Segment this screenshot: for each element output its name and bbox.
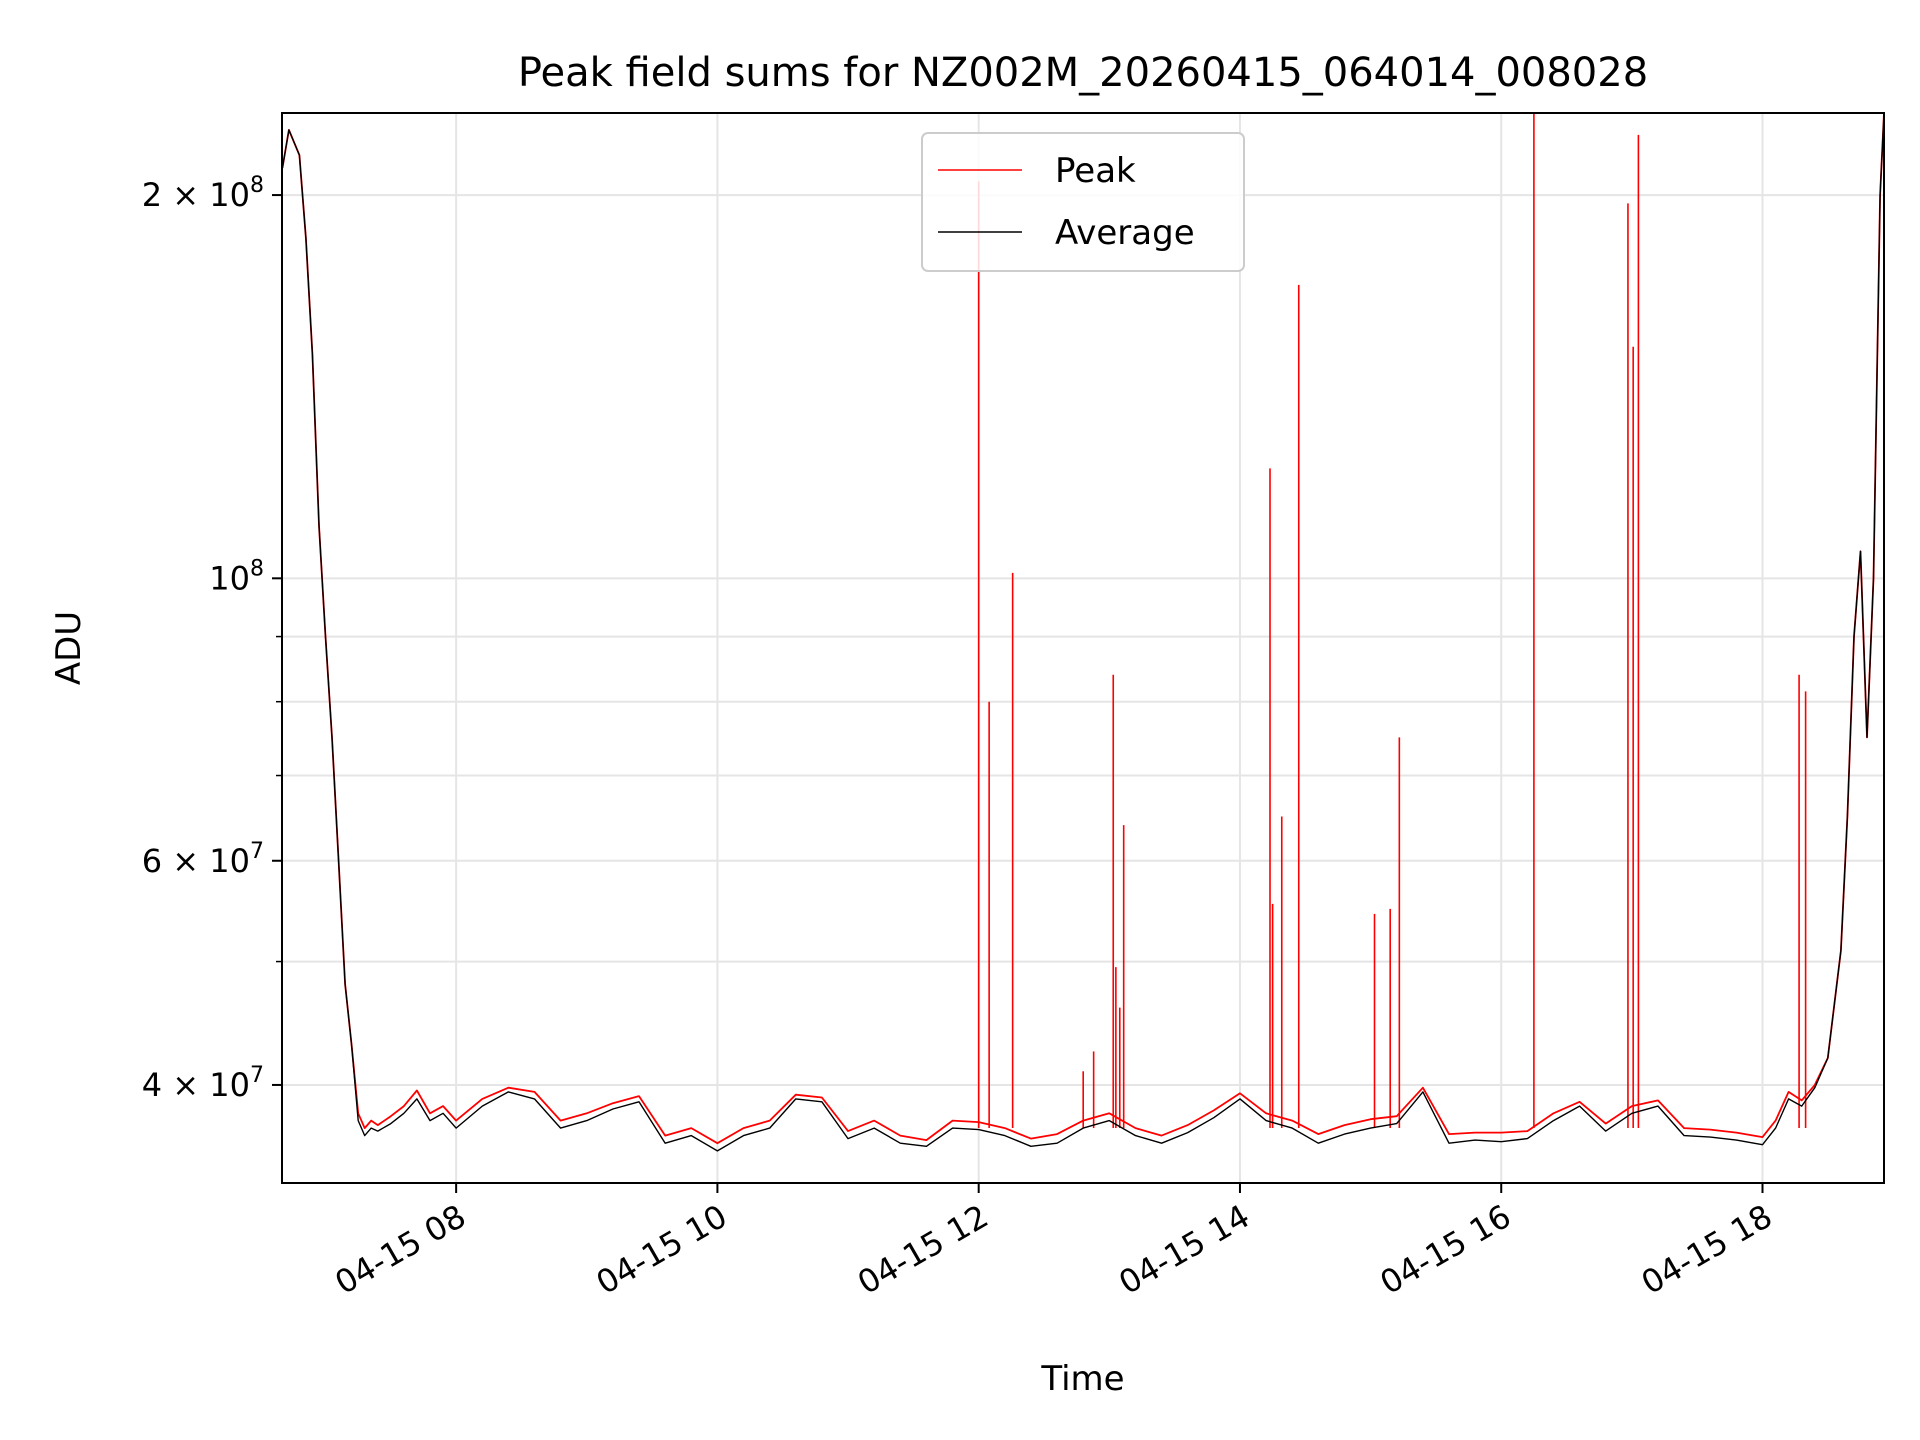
chart-title: Peak field sums for NZ002M_20260415_0640… — [518, 50, 1648, 96]
legend-label-peak: Peak — [1055, 151, 1136, 191]
y-tick-label: 108 — [209, 556, 264, 597]
y-tick-label: 4 × 107 — [142, 1063, 264, 1104]
series-line-peak — [281, 112, 1885, 1145]
x-axis-label: Time — [1040, 1359, 1124, 1399]
y-tick-label: 2 × 108 — [142, 173, 264, 214]
series-line-average — [281, 112, 1885, 1152]
plot-lines — [281, 112, 1885, 1152]
y-axis: 4 × 107 6 × 107 108 2 × 108 — [142, 173, 282, 1104]
y-axis-label: ADU — [49, 611, 89, 685]
legend-box — [921, 132, 1245, 272]
axes-frame — [281, 112, 1885, 1184]
legend-label-average: Average — [1055, 213, 1195, 253]
y-tick-label: 6 × 107 — [142, 839, 264, 880]
legend: Peak Average — [921, 132, 1245, 272]
